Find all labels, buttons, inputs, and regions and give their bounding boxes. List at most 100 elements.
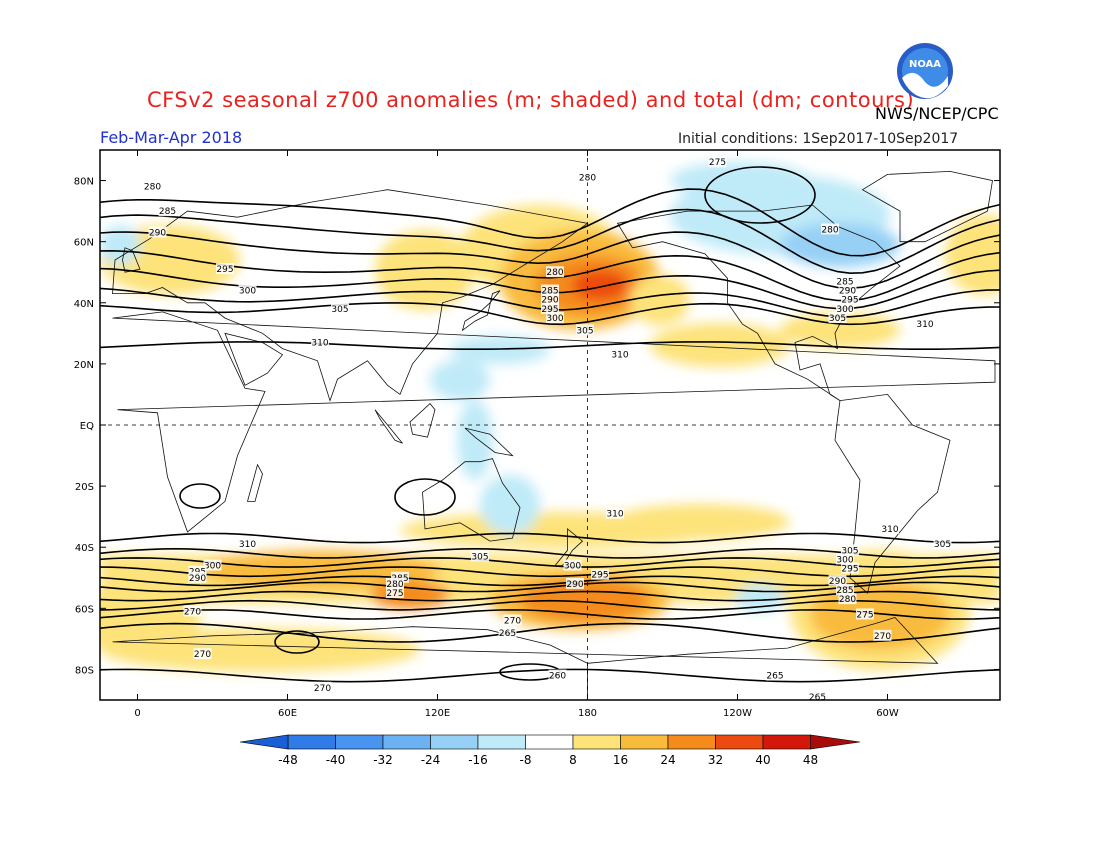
- lon-label: 180: [578, 708, 597, 719]
- colorbar-swatch: [572, 734, 621, 750]
- plot-area: 2752802802852902953003053102802852902953…: [100, 150, 1000, 703]
- colorbar-label: 16: [613, 753, 628, 767]
- initial-conditions: Initial conditions: 1Sep2017-10Sep2017: [678, 131, 959, 147]
- lat-label: 60N: [74, 238, 94, 249]
- contour-label: 300: [836, 305, 853, 315]
- contour-label: 285: [159, 207, 176, 217]
- contour-label: 265: [809, 693, 826, 703]
- contour-label: 280: [839, 595, 856, 605]
- colorbar-swatch: [477, 734, 526, 750]
- contour-label: 290: [189, 574, 206, 584]
- contour-label: 305: [331, 305, 348, 315]
- contour-label: 285: [836, 586, 853, 596]
- colorbar-swatch: [525, 734, 574, 750]
- colorbar-swatch: [715, 734, 764, 750]
- colorbar: -48 -40 -32 -24 -16 -8 8 16 24 32 40 48: [239, 734, 861, 767]
- colorbar-swatch: [430, 734, 479, 750]
- contour-label: 275: [856, 610, 873, 620]
- contour-label: 295: [216, 265, 233, 275]
- contour-label: 310: [239, 540, 256, 550]
- lat-label: 60S: [75, 604, 94, 615]
- contour-labels: 2752802802852902953003053102802852902953…: [143, 156, 952, 703]
- contour-label: 280: [579, 174, 596, 184]
- contour-label: 265: [499, 629, 516, 639]
- contour-label: 305: [841, 546, 858, 556]
- lat-label: 20N: [74, 360, 94, 371]
- contour-label: 290: [566, 580, 583, 590]
- colorbar-low-arrow: [239, 734, 289, 750]
- colorbar-swatch: [287, 734, 336, 750]
- lon-label: 60E: [278, 708, 297, 719]
- noaa-logo: NOAA: [897, 43, 953, 99]
- contour-label: 305: [829, 314, 846, 324]
- forecast-period: Feb-Mar-Apr 2018: [100, 128, 243, 147]
- colorbar-label: -32: [373, 753, 393, 767]
- contour-label: 280: [144, 183, 161, 193]
- lat-label: 40N: [74, 299, 94, 310]
- lat-label: 80S: [75, 665, 94, 676]
- lon-label: 120W: [723, 708, 752, 719]
- lon-label: 120E: [425, 708, 450, 719]
- contour-label: 295: [841, 296, 858, 306]
- contour-label: 295: [541, 305, 558, 315]
- contour-label: 265: [766, 672, 783, 682]
- noaa-logo-text: NOAA: [909, 59, 941, 70]
- colorbar-label: 8: [569, 753, 577, 767]
- lat-label: 20S: [75, 482, 94, 493]
- colorbar-swatch: [335, 734, 384, 750]
- contour-label: 270: [314, 684, 331, 694]
- colorbar-label: 40: [755, 753, 770, 767]
- lon-label: 60W: [876, 708, 899, 719]
- contour-label: 305: [471, 552, 488, 562]
- lat-label: EQ: [80, 421, 94, 432]
- contour-label: 290: [839, 287, 856, 297]
- contour-label: 295: [591, 571, 608, 581]
- colorbar-label: 48: [803, 753, 818, 767]
- contour-label: 310: [311, 339, 328, 349]
- contour-label: 270: [504, 617, 521, 627]
- contour-label: 275: [386, 589, 403, 599]
- contour-label: 300: [204, 562, 221, 572]
- colorbar-label: 32: [708, 753, 723, 767]
- contour-label: 290: [829, 577, 846, 587]
- contour-label: 260: [549, 672, 566, 682]
- contour-label: 310: [606, 510, 623, 520]
- contour-label: 305: [576, 326, 593, 336]
- colorbar-swatch: [667, 734, 716, 750]
- agency-label: NWS/NCEP/CPC: [875, 104, 999, 123]
- contour-label: 305: [934, 540, 951, 550]
- contour-label: 295: [841, 565, 858, 575]
- contour-label: 300: [836, 555, 853, 565]
- lat-label: 80N: [74, 177, 94, 188]
- colorbar-swatch: [620, 734, 669, 750]
- contour-label: 300: [546, 314, 563, 324]
- height-contours: [100, 166, 1000, 683]
- contour-label: 280: [386, 580, 403, 590]
- contour-label: 270: [194, 650, 211, 660]
- contour-label: 285: [836, 277, 853, 287]
- lat-label: 40S: [75, 543, 94, 554]
- lon-label: 0: [134, 708, 140, 719]
- colorbar-swatch: [762, 734, 811, 750]
- contour-label: 310: [611, 351, 628, 361]
- colorbar-label: -16: [468, 753, 488, 767]
- colorbar-label: -8: [520, 753, 532, 767]
- contour-label: 290: [541, 296, 558, 306]
- contour-label: 280: [821, 225, 838, 235]
- colorbar-label: -48: [278, 753, 298, 767]
- contour-label: 275: [709, 158, 726, 168]
- map-title: CFSv2 seasonal z700 anomalies (m; shaded…: [147, 88, 915, 112]
- contour-label: 280: [546, 268, 563, 278]
- contour-label: 290: [149, 229, 166, 239]
- colorbar-high-arrow: [810, 734, 861, 750]
- contour-label: 300: [239, 287, 256, 297]
- colorbar-swatch: [382, 734, 431, 750]
- contour-label: 285: [541, 287, 558, 297]
- contour-label: 300: [564, 562, 581, 572]
- contour-label: 310: [881, 525, 898, 535]
- colorbar-label: -40: [326, 753, 346, 767]
- colorbar-label: -24: [421, 753, 441, 767]
- colorbar-label: 24: [660, 753, 675, 767]
- contour-label: 270: [874, 632, 891, 642]
